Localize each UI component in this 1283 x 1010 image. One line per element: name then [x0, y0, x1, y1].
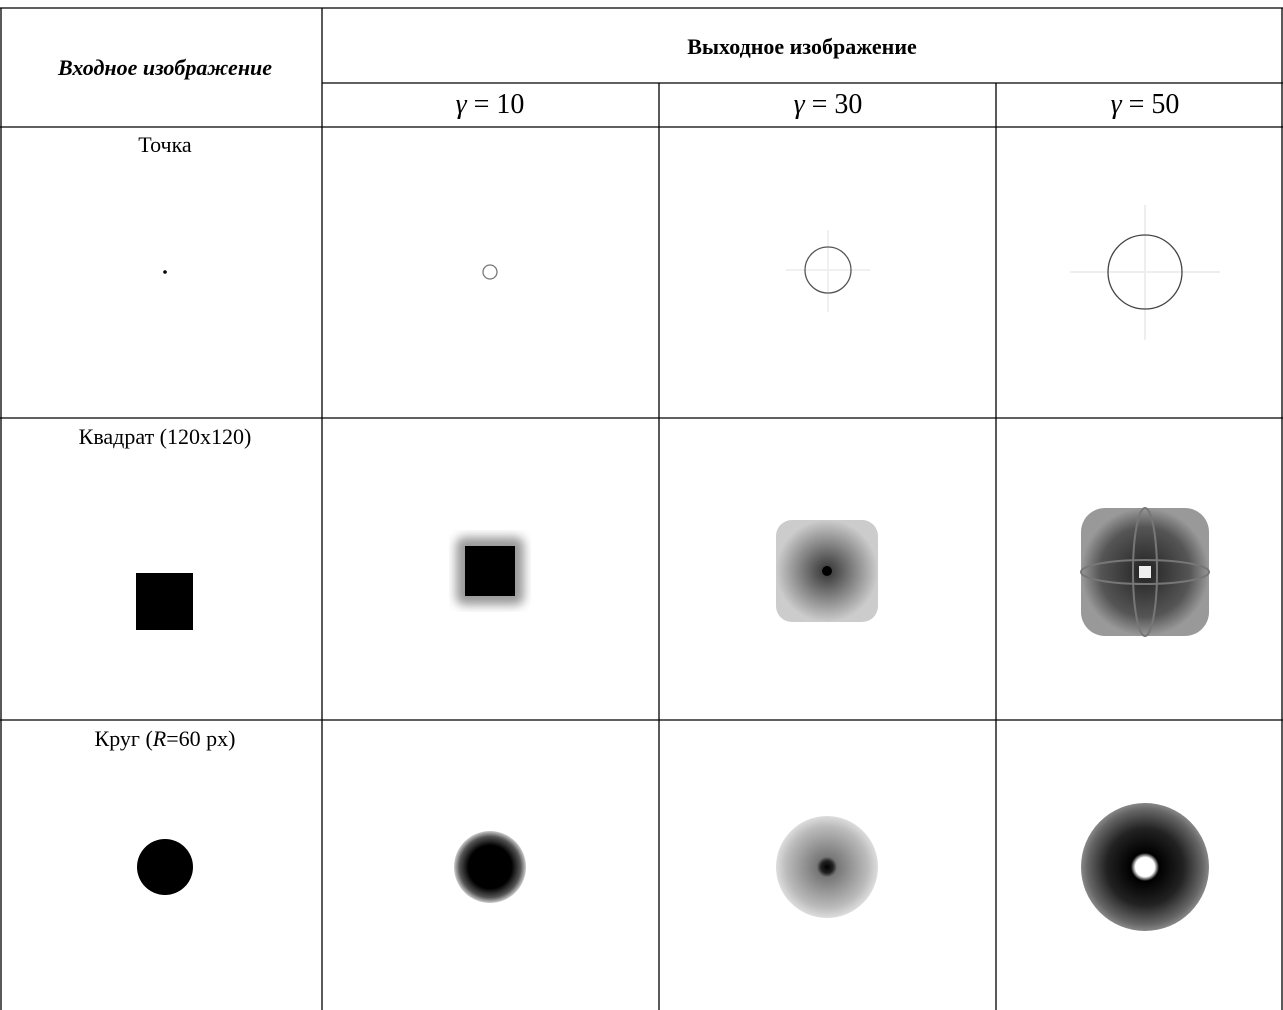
gamma-value: = 30 [805, 89, 863, 120]
page: Входное изображение Выходное изображение… [0, 0, 1283, 1010]
gamma-header: γ = 30 [794, 89, 863, 120]
images [136, 205, 1220, 931]
gamma-header: γ = 10 [456, 89, 525, 120]
row-label: Точка [138, 132, 192, 157]
label-part: Круг ( [95, 726, 153, 751]
input-header: Входное изображение [57, 55, 272, 80]
label-part: R [152, 726, 167, 751]
gamma-value: = 10 [467, 89, 525, 120]
gamma-value: = 50 [1122, 89, 1180, 120]
output-header: Выходное изображение [687, 34, 917, 59]
table: Входное изображение Выходное изображение… [0, 0, 1283, 1010]
row-label: Квадрат (120x120) [79, 424, 252, 449]
label-part: =60 px) [166, 726, 235, 751]
gamma-header: γ = 50 [1111, 89, 1180, 120]
row-label: Круг (R=60 px) [95, 726, 236, 751]
